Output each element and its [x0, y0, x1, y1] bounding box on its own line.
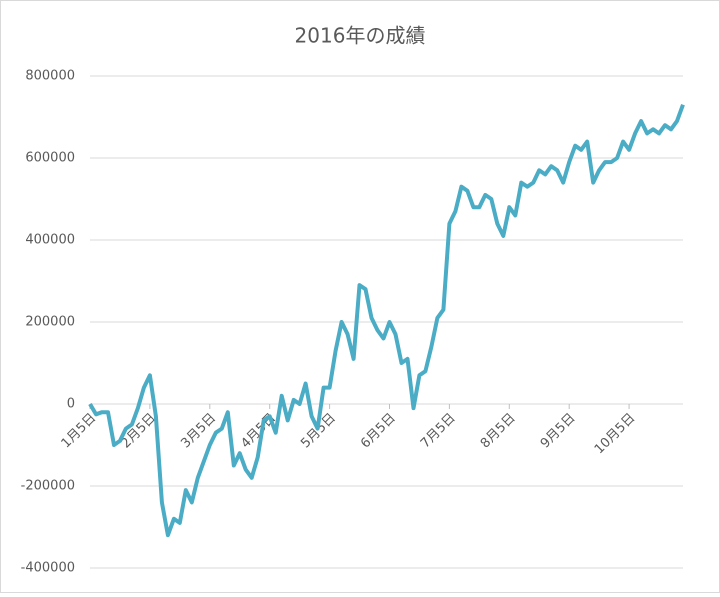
y-tick-label: -200000: [21, 479, 75, 494]
y-tick-label: 800000: [25, 69, 75, 84]
line: [88, 104, 685, 538]
y-tick-label: 200000: [25, 315, 75, 330]
y-tick-label: 600000: [25, 151, 75, 166]
chart-title: 2016年の成績: [295, 24, 426, 48]
y-tick-label: 400000: [25, 233, 75, 248]
y-tick-label: -400000: [21, 561, 75, 576]
y-tick-label: 0: [67, 397, 75, 412]
